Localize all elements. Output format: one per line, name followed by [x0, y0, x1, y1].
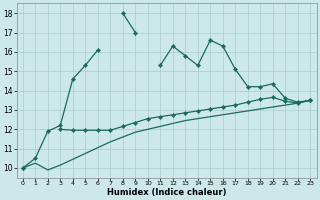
X-axis label: Humidex (Indice chaleur): Humidex (Indice chaleur)	[107, 188, 226, 197]
